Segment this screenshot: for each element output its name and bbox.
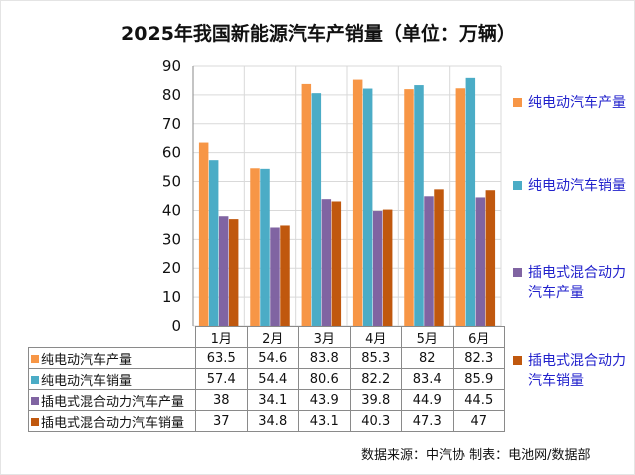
bar-3-1月: [218, 216, 229, 326]
legend-swatch-icon: [513, 356, 522, 365]
legend-label: 插电式混合动力汽车销量: [528, 353, 626, 389]
bar-3-2月: [270, 227, 280, 326]
bar-1-5月: [404, 89, 414, 326]
y-tick-label: 70: [162, 115, 181, 133]
bar-4-4月: [382, 209, 393, 326]
row-label: 纯电动汽车销量: [28, 368, 196, 390]
bar-4-3月: [331, 201, 342, 326]
table-value: 82.3: [452, 347, 505, 369]
table-value: 54.6: [246, 347, 299, 369]
y-tick-label: 10: [162, 288, 181, 306]
table-value: 43.1: [298, 410, 351, 432]
table-value: 34.8: [246, 410, 299, 432]
y-tick-label: 40: [162, 201, 181, 219]
table-header-cell: 1月: [195, 326, 248, 348]
y-tick-label: 0: [171, 317, 181, 335]
bar-1-1月: [198, 142, 209, 326]
legend-swatch-icon: [513, 98, 522, 107]
bar-2-2月: [260, 168, 270, 326]
table-value: 38: [195, 389, 248, 411]
series-name: 插电式混合动力汽车产量: [41, 394, 185, 410]
series-name: 插电式混合动力汽车销量: [41, 415, 185, 431]
series-swatch-icon: [31, 375, 39, 384]
table-header-cell: 6月: [452, 326, 505, 348]
table-corner: [28, 326, 196, 348]
data-table: 1月 2月 3月 4月 5月 6月纯电动汽车产量 63.5 54.6 83.8 85.3 82 82.…: [28, 326, 505, 432]
table-row: 纯电动汽车销量 57.4 54.4 80.6 82.2 83.4 85.9: [28, 368, 505, 390]
table-header-cell: 4月: [349, 326, 402, 348]
table-value: 83.4: [401, 368, 454, 390]
table-value: 39.8: [349, 389, 402, 411]
table-row: 纯电动汽车产量 63.5 54.6 83.8 85.3 82 82.3: [28, 347, 505, 369]
legend-swatch-icon: [513, 181, 522, 190]
bar-2-3月: [311, 93, 322, 327]
chart-title: 2025年我国新能源汽车产销量（单位：万辆）: [121, 23, 516, 45]
table-row: 插电式混合动力汽车产量 38 34.1 43.9 39.8 44.9 44.5: [28, 389, 505, 411]
bar-4-2月: [280, 225, 290, 326]
table-value: 80.6: [298, 368, 351, 390]
bar-2-4月: [362, 88, 373, 327]
table-value: 54.4: [246, 368, 299, 390]
bar-2-1月: [208, 160, 219, 326]
table-value: 34.1: [246, 389, 299, 411]
series-swatch-icon: [31, 417, 39, 426]
row-label: 纯电动汽车产量: [28, 347, 196, 369]
table-value: 47: [452, 410, 505, 432]
bar-3-5月: [424, 196, 434, 326]
legend-item: 纯电动汽车产量: [513, 93, 631, 113]
series-name: 纯电动汽车销量: [41, 373, 133, 389]
legend-item: 插电式混合动力汽车产量: [513, 263, 631, 303]
table-header-cell: 3月: [298, 326, 351, 348]
bar-2-6月: [465, 77, 476, 326]
bar-1-3月: [301, 83, 312, 327]
table-value: 37: [195, 410, 248, 432]
bar-3-3月: [321, 199, 332, 326]
legend-label: 插电式混合动力汽车产量: [528, 265, 626, 301]
legend-item: 插电式混合动力汽车销量: [513, 351, 631, 391]
table-header-cell: 5月: [401, 326, 454, 348]
bar-1-6月: [455, 88, 466, 326]
legend-label: 纯电动汽车产量: [528, 95, 626, 111]
bar-1-4月: [352, 79, 363, 326]
legend-label: 纯电动汽车销量: [528, 178, 626, 194]
table-value: 83.8: [298, 347, 351, 369]
row-label: 插电式混合动力汽车产量: [28, 389, 196, 411]
y-tick-label: 20: [162, 259, 181, 277]
footer-source: 数据来源：中汽协 制表：电池网/数据部: [361, 448, 591, 463]
bar-4-1月: [228, 219, 239, 326]
y-tick-label: 90: [162, 57, 181, 75]
table-value: 85.3: [349, 347, 402, 369]
table-value: 47.3: [401, 410, 454, 432]
row-label: 插电式混合动力汽车销量: [28, 410, 196, 432]
y-tick-label: 60: [162, 144, 181, 162]
table-value: 85.9: [452, 368, 505, 390]
bar-3-4月: [372, 211, 383, 326]
bar-2-5月: [414, 85, 424, 326]
bar-1-2月: [250, 168, 260, 326]
y-tick-label: 30: [162, 230, 181, 248]
legend-item: 纯电动汽车销量: [513, 176, 631, 196]
series-swatch-icon: [31, 354, 39, 363]
table-value: 43.9: [298, 389, 351, 411]
table-value: 82.2: [349, 368, 402, 390]
table-value: 63.5: [195, 347, 248, 369]
table-value: 44.5: [452, 389, 505, 411]
series-name: 纯电动汽车产量: [41, 352, 133, 368]
series-swatch-icon: [31, 396, 39, 405]
table-header-cell: 2月: [246, 326, 299, 348]
table-value: 44.9: [401, 389, 454, 411]
bar-4-6月: [485, 190, 496, 326]
y-tick-label: 80: [162, 86, 181, 104]
bar-3-6月: [475, 197, 486, 326]
table-value: 82: [401, 347, 454, 369]
table-value: 40.3: [349, 410, 402, 432]
y-tick-label: 50: [162, 173, 181, 191]
bar-4-5月: [434, 189, 444, 326]
legend-swatch-icon: [513, 268, 522, 277]
table-row: 插电式混合动力汽车销量 37 34.8 43.1 40.3 47.3 47: [28, 410, 505, 432]
table-value: 57.4: [195, 368, 248, 390]
